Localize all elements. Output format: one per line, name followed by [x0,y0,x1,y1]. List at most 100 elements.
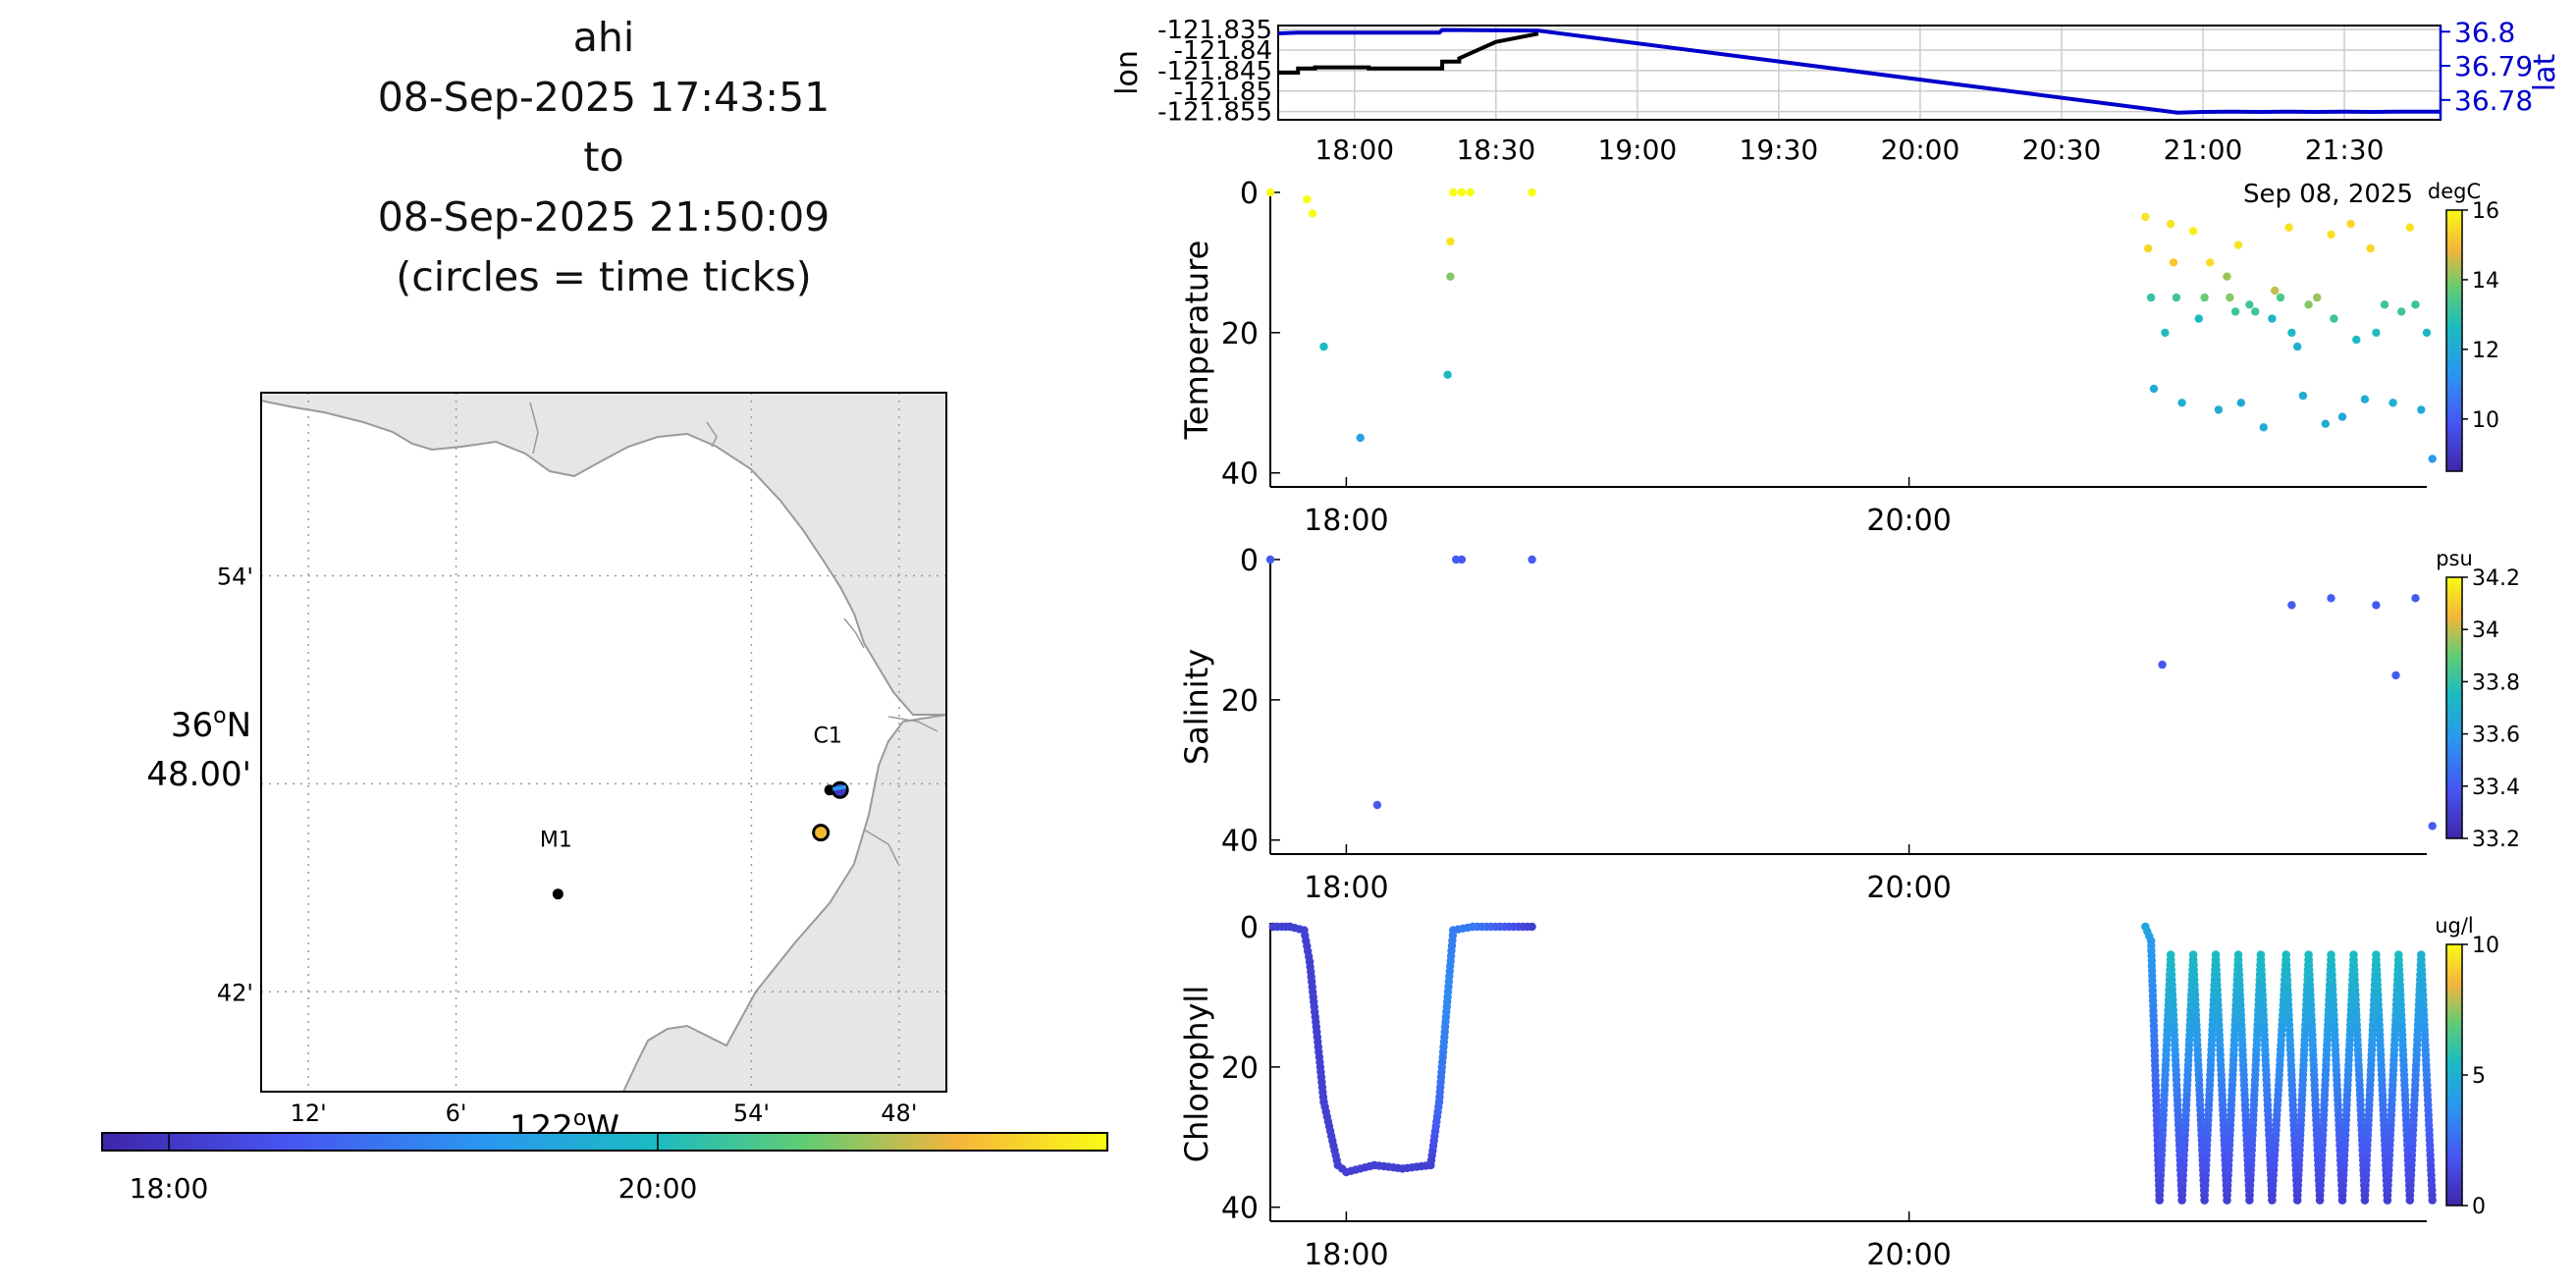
nav-right-tick-label: 36.78 [2454,84,2533,117]
data-point [2337,1196,2347,1205]
data-point [2388,399,2397,407]
data-point [2188,227,2198,236]
panel-ytick-label: 0 [1240,911,1259,945]
data-point [2284,223,2293,232]
title-line: (circles = time ticks) [396,253,812,300]
map-ytick-label: 54' [217,563,253,590]
title-line: 08-Sep-2025 21:50:09 [377,193,831,241]
data-point [1342,1167,1351,1177]
panel-xtick-label: 18:00 [1304,504,1388,538]
time-tick-circle [812,824,831,842]
map-land-south [621,713,946,1092]
data-point [2169,258,2178,267]
data-point [1319,342,1328,351]
figure-title: ahi 08-Sep-2025 17:43:51 to 08-Sep-2025 … [98,8,1109,307]
map-river [843,617,865,649]
data-point [2146,937,2156,945]
data-point [2268,1196,2277,1205]
data-point [2397,307,2406,316]
panel-colorbar-tick-label: 33.8 [2472,671,2520,695]
data-point [1457,555,1467,564]
data-point [1372,800,1382,810]
data-point [2271,286,2280,295]
data-point [1457,188,1467,197]
panel-colorbar-tick-label: 5 [2472,1064,2486,1089]
data-point [2177,399,2186,407]
data-point [2327,594,2335,603]
nav-xtick-label: 20:00 [1881,134,1960,166]
nav-xtick-label: 18:30 [1456,134,1535,166]
data-point [2372,601,2381,610]
panel-colorbar-tick-label: 16 [2472,199,2499,224]
panel-units: degC [2428,180,2481,203]
data-point [1308,209,1317,218]
panel-ytick-label: 0 [1240,177,1259,211]
panel-colorbar [2445,209,2463,472]
data-point [2405,1196,2414,1205]
map-land [261,393,946,716]
data-point [1303,194,1312,204]
map-frame [260,392,947,1093]
data-point [2330,314,2338,323]
nav-left-tick-label: -121.845 [1157,57,1272,86]
panel-xtick-label: 18:00 [1304,871,1388,905]
nav-right-tick-label: 36.8 [2454,16,2515,48]
panel-ytick-label: 40 [1221,457,1259,492]
data-point [2380,300,2389,309]
data-point [2281,950,2290,959]
data-point [2352,335,2361,345]
data-point [2223,1196,2231,1205]
nav-left-tick-label: -121.835 [1157,16,1272,45]
map-xtick-label: 54' [733,1100,770,1127]
data-point [2256,950,2266,959]
data-point [2346,219,2355,229]
data-point [1265,188,1275,197]
data-point [1300,926,1309,935]
data-point [1434,1098,1444,1106]
data-point [2144,243,2153,253]
data-point [2360,1196,2370,1205]
time-colorbar-tick-label: 20:00 [618,1172,698,1205]
data-point [2200,1196,2209,1205]
data-point [2372,950,2381,959]
data-point [2245,1196,2254,1205]
data-point [2167,950,2175,959]
panel-colorbar-tick-label: 0 [2472,1195,2486,1219]
data-point [1469,922,1477,932]
data-point [1285,922,1295,932]
data-point [2167,219,2175,229]
nav-xtick-label: 21:30 [2305,134,2385,166]
track-line [832,784,847,791]
data-point [2411,594,2420,603]
data-point [2230,307,2240,316]
map-grid [261,393,946,1092]
data-point [2327,950,2335,959]
data-point [1528,555,1536,564]
data-point [1449,188,1458,197]
station-label: C1 [813,724,841,749]
time-colorbar: 18:00 20:00 [101,1132,1108,1205]
data-point [2372,328,2381,338]
data-point [2172,293,2181,302]
nav-left-label: lon [1110,50,1145,95]
data-point [2405,223,2414,232]
data-point [1443,993,1452,1001]
data-point [2259,423,2268,432]
map-marks: C1 M1 [540,724,849,900]
nav-right-tick-label: 36.79 [2454,50,2533,82]
data-point [1528,188,1536,197]
map-ticks: 12' 6' 54' 48' 54' 42' [217,563,918,1127]
data-point [2268,314,2277,323]
data-point [2141,212,2150,222]
data-point [2383,1196,2392,1205]
time-colorbar-tick-label: 18:00 [130,1172,209,1205]
data-point [2313,293,2322,302]
data-point [2188,950,2198,959]
panel-ytick-label: 40 [1221,1192,1259,1226]
nav-xtick-label: 19:00 [1598,134,1678,166]
data-point [2211,950,2221,959]
data-point [1466,188,1475,197]
map-xtick-label: 48' [881,1100,917,1127]
